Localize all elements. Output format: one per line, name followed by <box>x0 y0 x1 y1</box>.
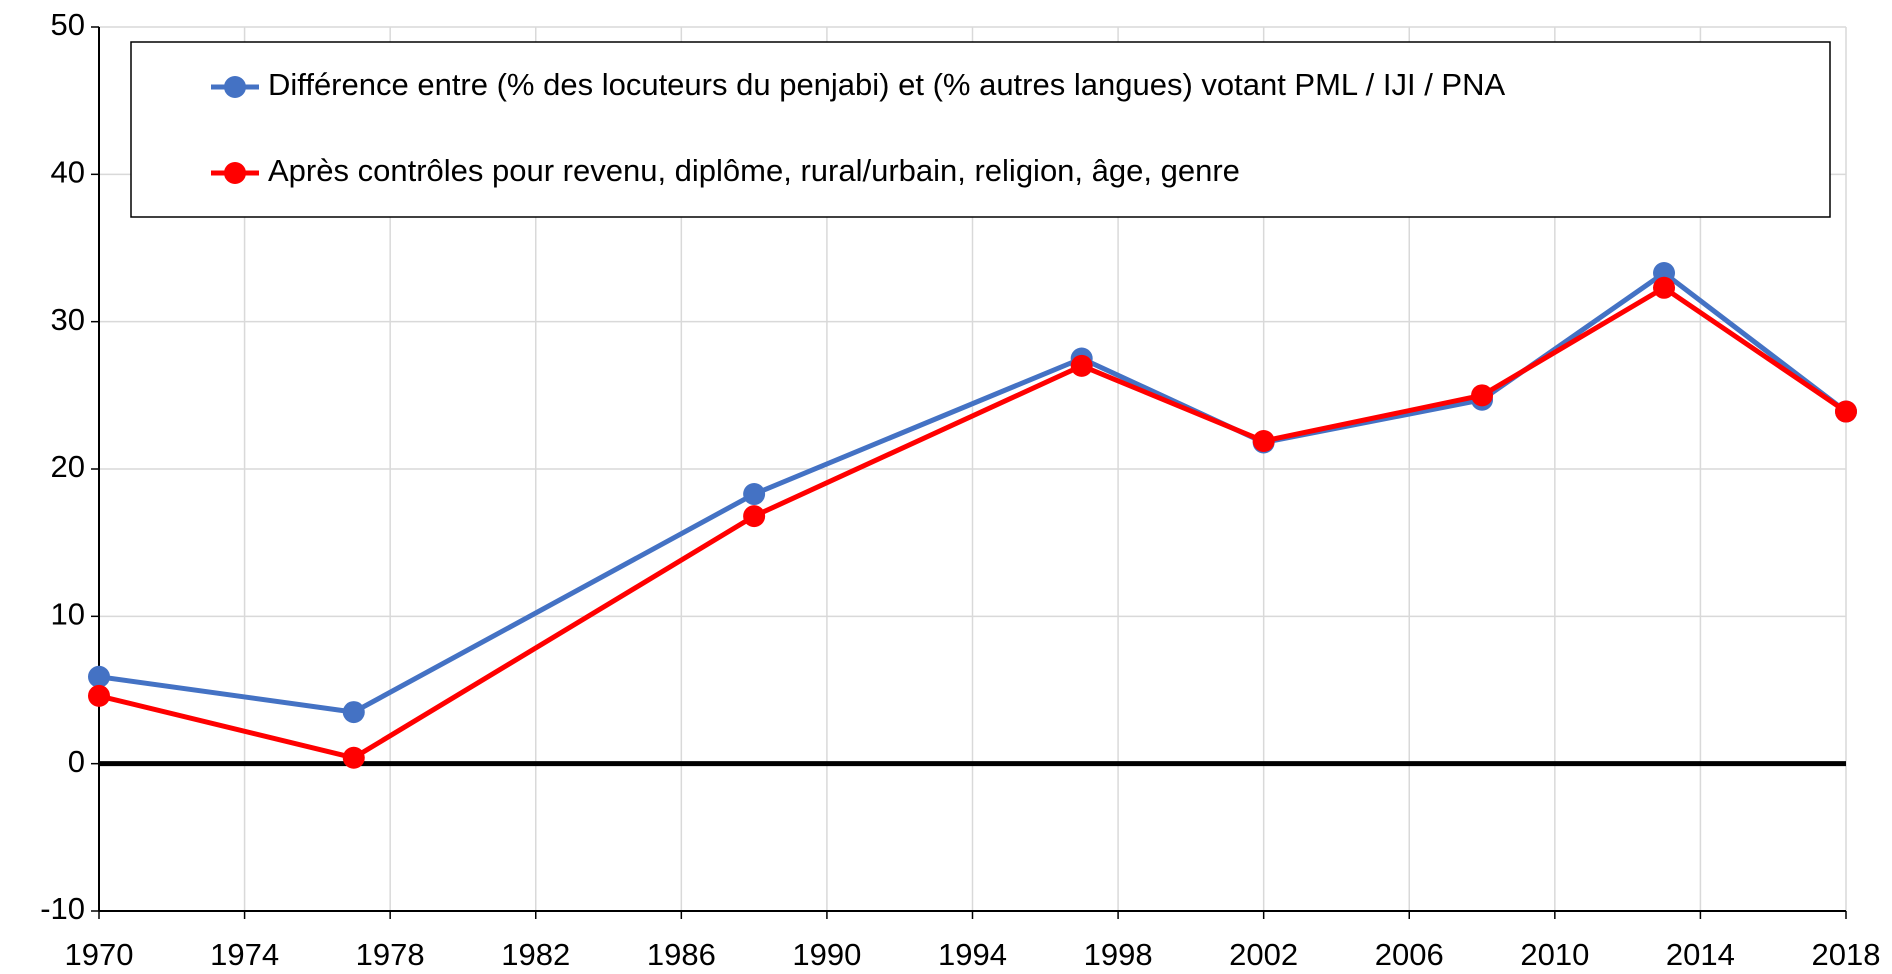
legend-box <box>130 41 1831 218</box>
series-line <box>98 270 1848 715</box>
point <box>1835 400 1857 423</box>
y-tick-label: 30 <box>51 302 85 337</box>
x-tick-label: 2006 <box>1375 937 1444 972</box>
x-tick-label: 2018 <box>1812 937 1881 972</box>
legend-label: Après contrôles pour revenu, diplôme, ru… <box>268 153 1240 188</box>
point <box>342 701 365 724</box>
x-tick-label: 2014 <box>1666 937 1735 972</box>
x-tick-label: 1994 <box>938 937 1007 972</box>
x-tick-label: 1970 <box>65 937 134 972</box>
point <box>88 665 110 688</box>
x-tick-label: 1982 <box>501 937 570 972</box>
point <box>1070 354 1093 377</box>
x-tick-label: 1990 <box>792 937 861 972</box>
point <box>743 483 766 506</box>
legend-label: Différence entre (% des locuteurs du pen… <box>268 67 1505 102</box>
x-tick-label: 2010 <box>1520 937 1589 972</box>
x-tick-label: 1998 <box>1084 937 1153 972</box>
point <box>342 746 365 769</box>
y-tick-label: 10 <box>51 597 85 632</box>
x-tick-label: 1974 <box>210 937 279 972</box>
series-line <box>98 285 1848 761</box>
y-tick-label: 50 <box>51 7 85 42</box>
legend-marker <box>224 162 246 184</box>
y-tick-label: 20 <box>51 449 85 484</box>
x-tick-label: 2002 <box>1229 937 1298 972</box>
x-tick-label: 1986 <box>647 937 716 972</box>
y-tick-label: 40 <box>51 155 85 190</box>
point <box>743 505 766 528</box>
point <box>1653 276 1676 299</box>
point <box>1252 430 1275 453</box>
point <box>1471 384 1494 407</box>
y-tick-label: 0 <box>68 744 85 779</box>
point <box>88 684 110 707</box>
x-tick-label: 1978 <box>356 937 425 972</box>
y-tick-label: -10 <box>40 891 85 926</box>
legend-marker <box>224 76 246 98</box>
